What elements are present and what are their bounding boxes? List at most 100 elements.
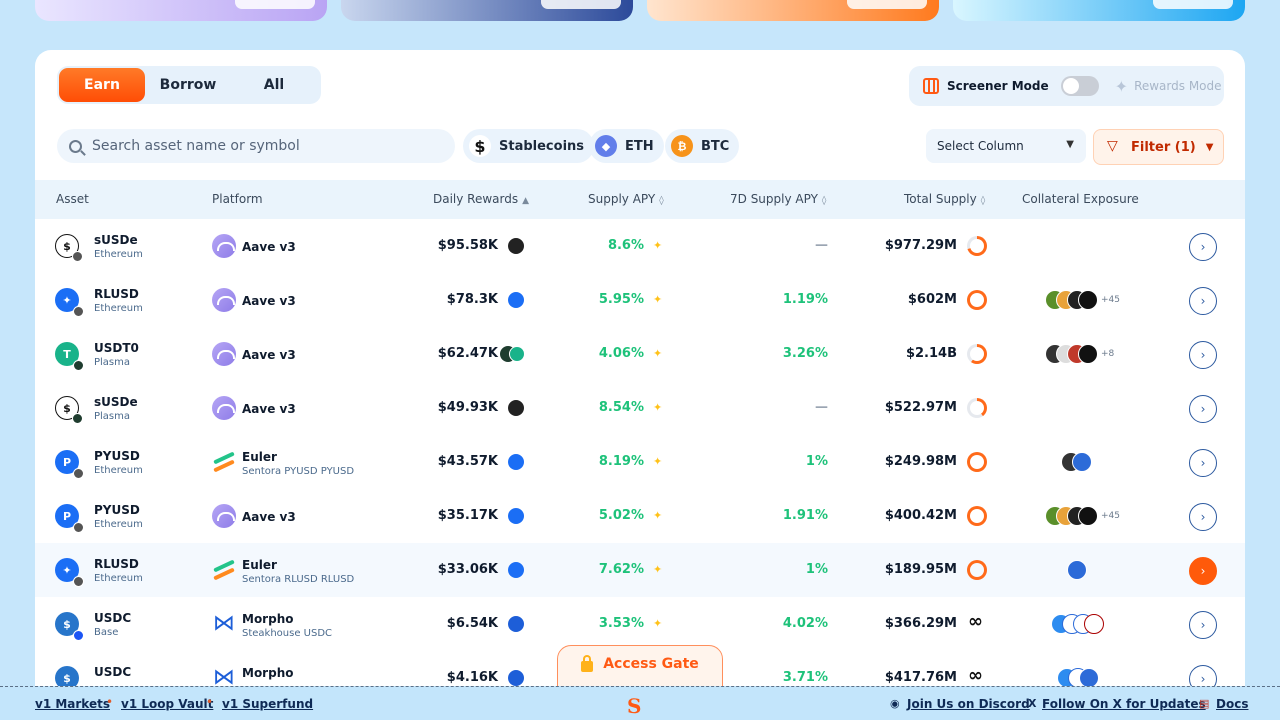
row-open-button[interactable]: › — [1189, 611, 1217, 639]
col-7d-supply-apy[interactable]: 7D Supply APY ◊ — [730, 192, 826, 206]
row-open-button[interactable]: › — [1189, 287, 1217, 315]
promo-button[interactable] — [235, 0, 315, 9]
col-7d-supply-apy-label: 7D Supply APY — [730, 192, 818, 206]
aave-icon — [212, 504, 236, 528]
table-row[interactable]: $ USDC Base ⋈ Morpho Steakhouse USDC $6.… — [35, 597, 1245, 651]
collateral-token-icon — [1078, 344, 1098, 364]
col-supply-apy[interactable]: Supply APY ◊ — [588, 192, 664, 206]
euler-icon — [212, 450, 236, 474]
supply-apy: 3.53% — [598, 616, 644, 631]
pyusd-icon: P — [55, 450, 84, 479]
chip-eth[interactable]: ◆ ETH — [589, 129, 664, 163]
footer-link-v1-loop-vault[interactable]: v1 Loop Vault — [121, 697, 214, 711]
table-row[interactable]: T USDT0 Plasma Aave v3 $62.47K 4.06% ✦ 3… — [35, 327, 1245, 381]
chip-btc[interactable]: ₿ BTC — [665, 129, 740, 163]
tab-earn[interactable]: Earn — [59, 68, 145, 102]
promo-button[interactable] — [1153, 0, 1233, 9]
bitcoin-icon: ₿ — [671, 135, 693, 157]
asset-chain: Plasma — [94, 357, 131, 368]
promo-card-2[interactable] — [341, 0, 633, 21]
row-open-button[interactable]: › — [1189, 503, 1217, 531]
supply-apy: 4.06% — [598, 346, 644, 361]
utilization-ring — [967, 344, 987, 364]
footer-link-v1-markets[interactable]: v1 Markets — [35, 697, 110, 711]
ethereum-icon — [73, 576, 84, 587]
collateral-icons[interactable] — [1061, 451, 1092, 473]
usdt0-icon — [509, 346, 525, 362]
promo-card-4[interactable] — [953, 0, 1245, 21]
filter-button[interactable]: Filter (1) ▼ — [1093, 129, 1224, 165]
row-open-button[interactable]: › — [1189, 395, 1217, 423]
footer-link-v1-superfund[interactable]: v1 Superfund — [222, 697, 314, 711]
col-total-supply[interactable]: Total Supply ◊ — [904, 192, 985, 206]
promo-card-1[interactable] — [35, 0, 327, 21]
screener-mode-toggle[interactable] — [1060, 76, 1099, 96]
collateral-icons[interactable]: +45 — [1045, 505, 1120, 527]
footer-bar: v1 Markets • v1 Loop Vault • v1 Superfun… — [0, 686, 1280, 720]
promo-card-3[interactable] — [647, 0, 939, 21]
usdt0-icon: T — [55, 342, 84, 371]
chevron-down-icon: ▼ — [1066, 139, 1074, 150]
total-supply: $602M — [907, 292, 957, 307]
platform-name: Aave v3 — [242, 348, 296, 362]
table-row[interactable]: ✦ RLUSD Ethereum Euler Sentora RLUSD RLU… — [35, 543, 1245, 597]
superlend-logo[interactable]: S — [627, 694, 642, 718]
platform-name: Aave v3 — [242, 510, 296, 524]
sparkle-icon: ✦ — [1114, 76, 1129, 96]
collateral-icons[interactable]: +8 — [1045, 343, 1114, 365]
row-open-button[interactable]: › — [1189, 557, 1217, 585]
table-row[interactable]: $ sUSDe Plasma Aave v3 $49.93K 8.54% ✦ —… — [35, 381, 1245, 435]
footer-link-x[interactable]: Follow On X for Updates — [1042, 697, 1206, 711]
select-column-dropdown[interactable]: Select Column ▼ — [926, 129, 1086, 163]
supply-apy-7d: 1.91% — [782, 508, 828, 523]
table-row[interactable]: $ sUSDe Ethereum Aave v3 $95.58K 8.6% ✦ … — [35, 219, 1245, 273]
morpho-icon: ⋈ — [213, 665, 235, 690]
total-supply: $522.97M — [884, 400, 957, 415]
col-daily-rewards[interactable]: Daily Rewards ▲ — [433, 192, 529, 206]
asset-chain: Ethereum — [94, 573, 143, 584]
asset-chain: Ethereum — [94, 303, 143, 314]
table-row[interactable]: P PYUSD Ethereum Aave v3 $35.17K 5.02% ✦… — [35, 489, 1245, 543]
collateral-icons[interactable]: +45 — [1045, 289, 1120, 311]
table-row[interactable]: ✦ RLUSD Ethereum Aave v3 $78.3K 5.95% ✦ … — [35, 273, 1245, 327]
search-input[interactable] — [92, 138, 432, 154]
col-platform: Platform — [212, 192, 263, 206]
search-box — [57, 129, 455, 163]
row-open-button[interactable]: › — [1189, 341, 1217, 369]
footer-link-discord[interactable]: Join Us on Discord — [907, 697, 1030, 711]
chip-stablecoins[interactable]: $ Stablecoins — [463, 129, 595, 163]
access-gate-button[interactable]: Access Gate — [557, 645, 723, 689]
collateral-more: +8 — [1101, 349, 1115, 359]
pyusd-icon — [508, 508, 524, 524]
screener-mode-label: Screener Mode — [947, 79, 1049, 93]
daily-rewards: $35.17K — [437, 508, 498, 523]
total-supply: $417.76M — [884, 670, 957, 685]
collateral-icons[interactable] — [1051, 613, 1104, 635]
ethereum-icon — [72, 251, 83, 262]
susde-icon: $ — [55, 396, 83, 424]
usdc-icon: $ — [55, 612, 84, 641]
filter-label: Filter (1) — [1131, 139, 1196, 155]
col-daily-rewards-label: Daily Rewards — [433, 192, 519, 206]
tab-borrow[interactable]: Borrow — [159, 77, 217, 93]
collateral-icons[interactable] — [1057, 667, 1099, 689]
footer-link-docs[interactable]: Docs — [1216, 697, 1249, 711]
table-row[interactable]: P PYUSD Ethereum Euler Sentora PYUSD PYU… — [35, 435, 1245, 489]
collateral-icons[interactable] — [1067, 559, 1087, 581]
sparkle-icon: ✦ — [653, 509, 663, 522]
total-supply: $400.42M — [884, 508, 957, 523]
asset-chain: Ethereum — [94, 465, 143, 476]
access-gate-label: Access Gate — [603, 656, 699, 672]
utilization-ring — [967, 560, 987, 580]
total-supply: $2.14B — [905, 346, 957, 361]
col-asset: Asset — [56, 192, 89, 206]
row-open-button[interactable]: › — [1189, 233, 1217, 261]
row-open-button[interactable]: › — [1189, 449, 1217, 477]
promo-button[interactable] — [847, 0, 927, 9]
collateral-more: +45 — [1101, 295, 1120, 305]
promo-button[interactable] — [541, 0, 621, 9]
sort-icon: ◊ — [659, 196, 664, 206]
rewards-mode-label[interactable]: Rewards Mode — [1134, 79, 1222, 93]
mode-tabs: Earn Borrow All — [57, 66, 321, 104]
tab-all[interactable]: All — [263, 77, 285, 93]
